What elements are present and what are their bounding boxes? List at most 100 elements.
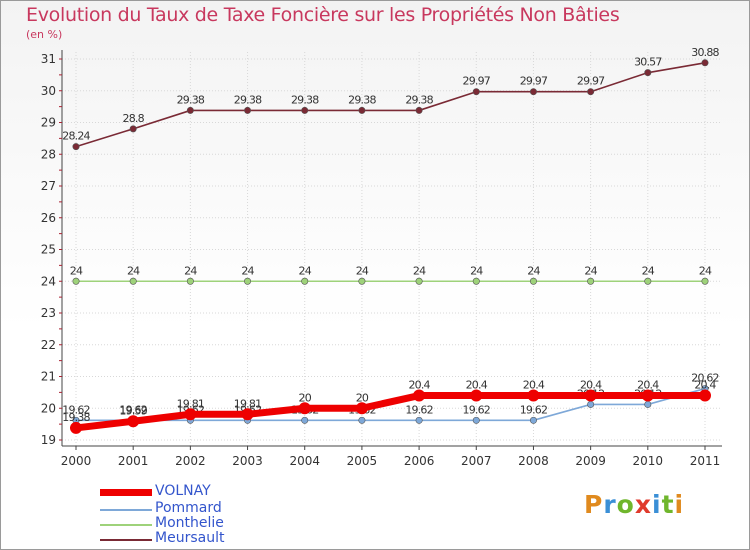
y-tick-label: 23 [41,306,56,320]
x-tick-label: 2008 [518,454,549,468]
legend-swatch-monthelie [100,524,152,526]
data-label-monthelie: 24 [184,264,197,277]
series-line-volnay [75,392,705,432]
data-point-volnay [413,389,426,402]
data-point-pommard [644,400,652,408]
y-tick-label: 29 [41,116,56,130]
x-tick-label: 2000 [61,454,92,468]
data-label-meursault: 30.88 [691,46,719,59]
data-point-pommard [358,416,366,424]
data-label-meursault: 29.97 [520,75,548,88]
x-tick-label: 2005 [347,454,378,468]
data-label-volnay: 20.4 [637,379,659,392]
data-point-volnay [584,389,597,402]
data-point-volnay [355,402,368,415]
y-tick-label: 24 [41,274,56,288]
data-label-pommard: 19.62 [119,403,147,416]
data-label-volnay: 19.81 [177,397,205,410]
y-tick-label: 20 [41,401,56,415]
data-point-meursault [529,88,537,96]
logo-letter: P [584,490,604,519]
data-point-monthelie [529,277,537,285]
y-tick-label: 25 [41,243,56,257]
x-tick-label: 2002 [175,454,206,468]
data-point-monthelie [129,277,137,285]
data-label-meursault: 29.38 [291,93,319,106]
data-point-monthelie [301,277,309,285]
data-label-monthelie: 24 [241,264,254,277]
data-point-monthelie [644,277,652,285]
data-label-volnay: 20.4 [523,379,545,392]
data-label-meursault: 29.38 [348,93,376,106]
y-tick-label: 28 [41,147,56,161]
data-label-pommard: 19.62 [520,403,548,416]
data-point-pommard [529,416,537,424]
data-label-monthelie: 24 [413,264,426,277]
data-point-pommard [415,416,423,424]
data-point-meursault [415,106,423,114]
data-point-monthelie [186,277,194,285]
data-point-monthelie [472,277,480,285]
data-point-volnay [699,389,711,402]
data-point-meursault [186,106,194,114]
data-label-volnay: 19.81 [234,397,262,410]
data-point-meursault [358,106,366,114]
data-point-monthelie [587,277,595,285]
series-line-meursault [75,62,706,148]
data-label-monthelie: 24 [584,264,597,277]
x-tick-label: 2006 [404,454,435,468]
data-point-monthelie [244,277,252,285]
legend-swatch-volnay [100,489,152,496]
data-point-monthelie [358,277,366,285]
x-tick-label: 2004 [289,454,320,468]
data-point-volnay [241,408,254,421]
data-point-meursault [587,88,595,96]
data-point-monthelie [701,277,709,285]
data-point-volnay [641,389,654,402]
data-point-monthelie [72,277,80,285]
data-point-meursault [472,88,480,96]
data-point-volnay [127,415,140,428]
data-point-pommard [587,400,595,408]
data-point-monthelie [415,277,423,285]
proxiti-logo: Proxiti [584,490,684,519]
data-label-meursault: 29.38 [234,93,262,106]
data-label-volnay: 19.59 [119,404,147,417]
y-tick-label: 19 [41,433,56,447]
legend-label-monthelie: Monthelie [155,515,224,531]
data-label-volnay: 20.4 [694,379,716,392]
x-tick-label: 2003 [232,454,263,468]
logo-letter: x [634,490,652,519]
legend-swatch-meursault [100,539,152,541]
data-label-pommard: 19.62 [405,403,433,416]
data-label-monthelie: 24 [127,264,140,277]
legend-swatch-pommard [100,509,152,511]
data-label-meursault: 29.97 [463,75,491,88]
data-label-monthelie: 24 [356,264,369,277]
y-tick-label: 31 [41,52,56,66]
data-label-meursault: 28.24 [62,130,90,143]
data-label-monthelie: 24 [527,264,540,277]
series-line-pommard [76,387,706,422]
data-label-volnay: 20.4 [466,379,488,392]
data-point-meursault [244,106,252,114]
y-tick-label: 26 [41,211,56,225]
data-label-volnay: 20.4 [408,379,430,392]
data-label-monthelie: 24 [70,264,83,277]
data-label-volnay: 20 [299,391,312,404]
y-tick-label: 27 [41,179,56,193]
data-label-meursault: 29.38 [177,93,205,106]
data-label-monthelie: 24 [642,264,655,277]
data-label-pommard: 19.62 [463,403,491,416]
y-tick-label: 30 [41,84,56,98]
data-point-meursault [129,125,137,133]
data-label-meursault: 29.97 [577,75,605,88]
data-label-monthelie: 24 [299,264,312,277]
data-label-pommard: 19.62 [62,403,90,416]
x-tick-label: 2009 [575,454,606,468]
data-label-pommard: 20.62 [691,372,719,385]
legend-label-meursault: Meursault [155,530,225,546]
data-label-meursault: 29.38 [405,93,433,106]
data-point-meursault [701,59,709,67]
data-label-meursault: 28.8 [123,112,145,125]
